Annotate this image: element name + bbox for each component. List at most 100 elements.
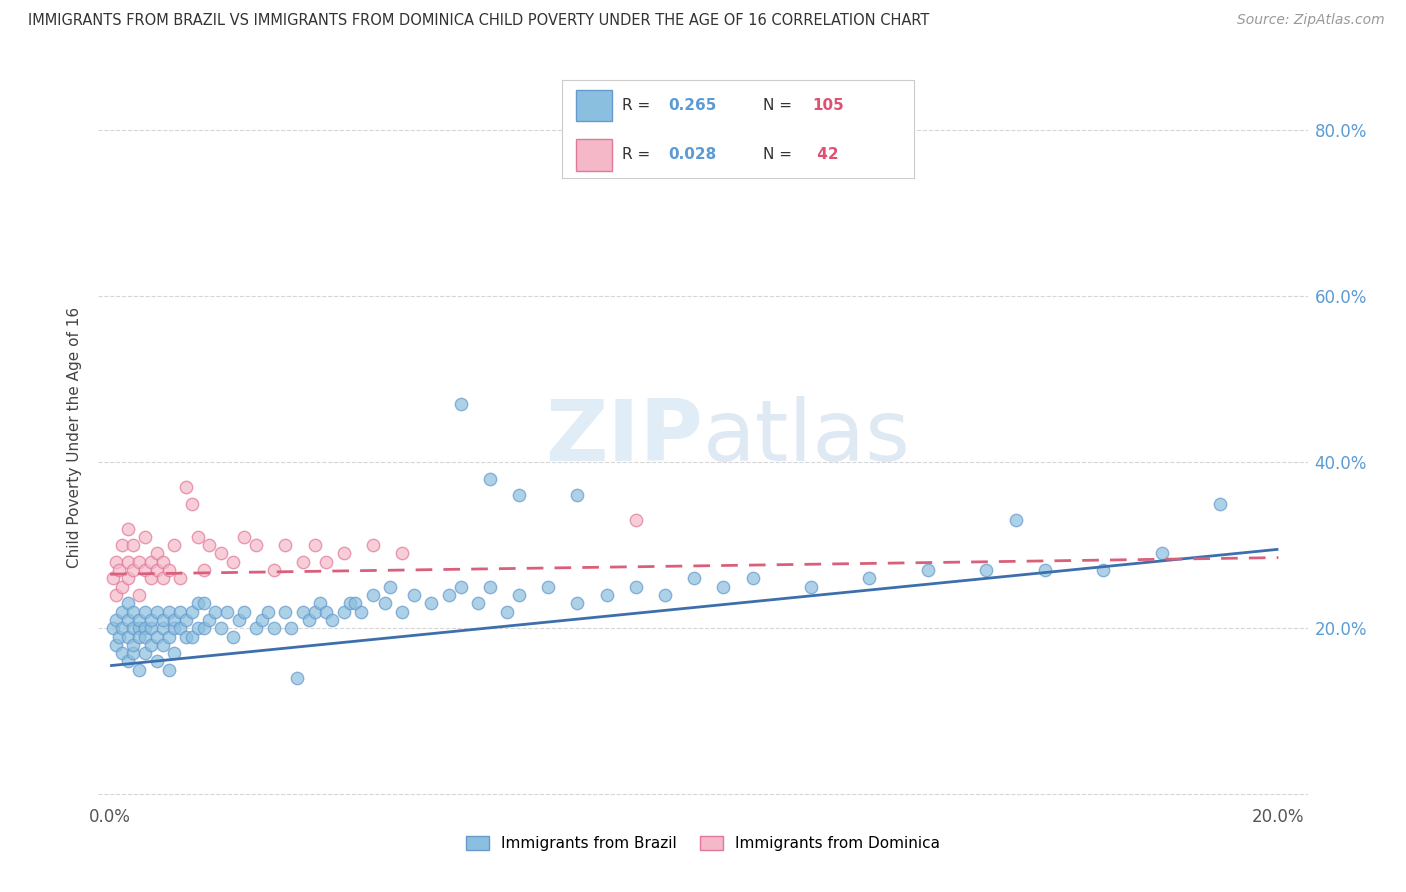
Point xyxy=(117,571,139,585)
Point xyxy=(450,397,472,411)
Text: 0.028: 0.028 xyxy=(668,147,716,162)
Point xyxy=(508,588,530,602)
Point xyxy=(339,596,361,610)
Point xyxy=(128,613,150,627)
Point xyxy=(1033,563,1056,577)
Point xyxy=(741,571,763,585)
Point xyxy=(128,663,150,677)
Point xyxy=(508,488,530,502)
Point xyxy=(193,621,215,635)
Point xyxy=(209,621,232,635)
Point xyxy=(122,621,145,635)
Point xyxy=(117,596,139,610)
Point xyxy=(291,605,314,619)
Point xyxy=(567,488,589,502)
Point xyxy=(624,580,647,594)
Point xyxy=(228,613,250,627)
Text: N =: N = xyxy=(762,147,797,162)
Point xyxy=(180,630,202,644)
Point xyxy=(122,563,145,577)
Point xyxy=(117,521,139,535)
Point xyxy=(315,605,337,619)
Point xyxy=(157,563,180,577)
Text: 0.265: 0.265 xyxy=(668,98,716,113)
Point xyxy=(169,571,191,585)
Point xyxy=(233,530,256,544)
Point xyxy=(256,605,278,619)
Point xyxy=(437,588,460,602)
Point xyxy=(567,596,589,610)
Point xyxy=(128,588,150,602)
Point xyxy=(309,596,332,610)
Point xyxy=(344,596,367,610)
Point xyxy=(215,605,238,619)
Point xyxy=(187,621,209,635)
Point xyxy=(111,538,134,552)
Point xyxy=(420,596,443,610)
Point xyxy=(146,605,169,619)
Point xyxy=(152,555,174,569)
Point xyxy=(101,571,124,585)
Point xyxy=(152,638,174,652)
Point xyxy=(134,646,156,660)
Legend: Immigrants from Brazil, Immigrants from Dominica: Immigrants from Brazil, Immigrants from … xyxy=(460,830,946,857)
Point xyxy=(280,621,302,635)
Text: R =: R = xyxy=(621,147,655,162)
Point xyxy=(122,538,145,552)
Point xyxy=(108,563,131,577)
Point xyxy=(209,546,232,560)
Text: 105: 105 xyxy=(813,98,844,113)
Point xyxy=(467,596,489,610)
Point xyxy=(111,605,134,619)
Point xyxy=(104,555,127,569)
Point xyxy=(117,655,139,669)
Point xyxy=(624,513,647,527)
Point xyxy=(263,563,285,577)
Point xyxy=(139,621,162,635)
Point xyxy=(361,588,384,602)
Point xyxy=(174,613,197,627)
Point xyxy=(250,613,273,627)
Point xyxy=(222,555,245,569)
Point xyxy=(157,630,180,644)
Point xyxy=(402,588,425,602)
Point xyxy=(391,605,413,619)
Point xyxy=(193,596,215,610)
Point xyxy=(104,588,127,602)
Point xyxy=(858,571,880,585)
Point xyxy=(361,538,384,552)
Point xyxy=(1209,497,1232,511)
Point xyxy=(654,588,676,602)
Point xyxy=(139,571,162,585)
Y-axis label: Child Poverty Under the Age of 16: Child Poverty Under the Age of 16 xyxy=(67,307,83,567)
Point xyxy=(187,596,209,610)
Point xyxy=(298,613,321,627)
Text: ZIP: ZIP xyxy=(546,395,703,479)
Point xyxy=(974,563,997,577)
Point xyxy=(108,630,131,644)
Point xyxy=(134,563,156,577)
Point xyxy=(1150,546,1173,560)
Point xyxy=(122,646,145,660)
Point xyxy=(134,605,156,619)
FancyBboxPatch shape xyxy=(576,139,612,170)
Point xyxy=(163,538,186,552)
Point xyxy=(274,538,297,552)
Point xyxy=(117,555,139,569)
Point xyxy=(350,605,373,619)
Point xyxy=(180,497,202,511)
Point xyxy=(315,555,337,569)
Point xyxy=(193,563,215,577)
Point xyxy=(450,580,472,594)
Point xyxy=(380,580,402,594)
Point xyxy=(134,530,156,544)
Point xyxy=(332,605,354,619)
Point xyxy=(163,646,186,660)
Point xyxy=(174,630,197,644)
Point xyxy=(169,621,191,635)
Point xyxy=(157,605,180,619)
Point xyxy=(134,630,156,644)
Point xyxy=(233,605,256,619)
Point xyxy=(204,605,226,619)
Point xyxy=(478,580,501,594)
